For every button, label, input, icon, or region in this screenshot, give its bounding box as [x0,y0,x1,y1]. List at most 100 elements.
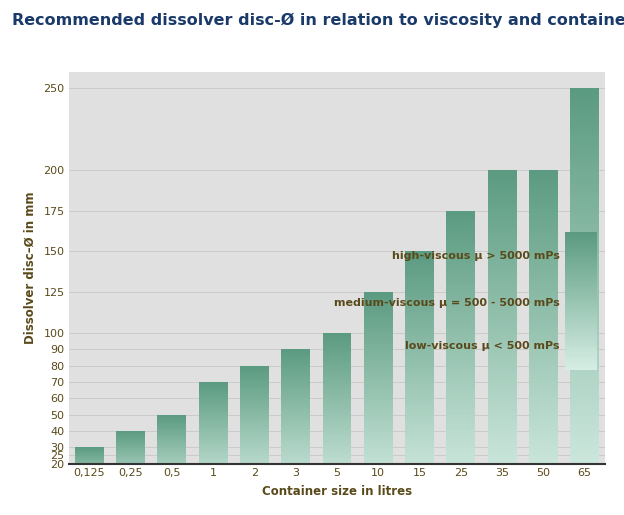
Bar [323,401,351,402]
Bar [529,350,558,353]
Bar [281,444,310,445]
Bar [405,276,434,278]
Bar [364,447,392,449]
Bar [240,394,269,395]
Bar [198,405,228,406]
Bar [446,458,475,460]
Bar [323,367,351,368]
Bar [157,427,187,428]
Bar [364,419,392,420]
Bar [405,427,434,430]
Bar [281,486,310,487]
Bar [570,153,599,157]
Bar [405,271,434,273]
Bar [281,369,310,370]
Bar [323,473,351,474]
Bar [157,447,187,448]
Bar [446,416,475,418]
Bar [529,405,558,407]
Bar [487,202,517,205]
Bar [281,472,310,473]
Bar [487,470,517,472]
Bar [570,167,599,170]
Bar [364,342,392,344]
Bar [240,495,269,496]
Bar [364,485,392,487]
Bar [570,366,599,368]
Bar [240,444,269,445]
Bar [487,339,517,342]
Bar [487,385,517,387]
Bar [323,476,351,477]
Bar [446,308,475,310]
Bar [240,396,269,397]
Bar [240,437,269,438]
Bar [240,378,269,379]
Bar [240,427,269,428]
Bar [487,444,517,446]
Bar [281,401,310,402]
Bar [446,281,475,283]
Bar [323,467,351,468]
Bar [570,428,599,431]
Bar [529,348,558,350]
Bar [281,466,310,467]
Bar [240,425,269,426]
Bar [565,243,597,245]
Bar [240,478,269,479]
Bar [405,348,434,349]
Bar [570,393,599,396]
Bar [240,455,269,456]
Bar [446,413,475,414]
Bar [364,400,392,401]
Bar [281,458,310,459]
Bar [323,364,351,365]
Bar [157,454,187,455]
Bar [157,452,187,453]
Bar [565,359,597,361]
Bar [281,364,310,365]
Bar [405,442,434,444]
Bar [570,442,599,444]
Bar [198,471,228,472]
Bar [487,305,517,307]
Bar [364,487,392,488]
Bar [529,296,558,298]
Bar [198,425,228,426]
Bar [240,443,269,444]
Bar [364,466,392,468]
Bar [570,89,599,91]
Bar [157,468,187,469]
Bar [446,228,475,230]
Bar [405,320,434,321]
Bar [157,493,187,494]
Bar [529,426,558,428]
Bar [323,402,351,403]
Bar [570,164,599,167]
Bar [529,246,558,248]
Bar [570,175,599,178]
Bar [446,243,475,245]
Bar [570,371,599,374]
Bar [446,494,475,496]
Bar [323,458,351,459]
Bar [529,192,558,194]
Bar [405,473,434,475]
Bar [405,433,434,434]
Bar [487,187,517,190]
Bar [364,362,392,363]
Bar [487,296,517,298]
Bar [323,455,351,456]
Bar [198,421,228,422]
Bar [405,384,434,385]
Bar [240,405,269,406]
Bar [364,333,392,334]
Bar [240,417,269,418]
Bar [405,359,434,360]
Bar [198,382,228,383]
Bar [446,331,475,333]
Bar [364,322,392,323]
Bar [529,379,558,381]
Bar [198,440,228,441]
Bar [364,393,392,394]
